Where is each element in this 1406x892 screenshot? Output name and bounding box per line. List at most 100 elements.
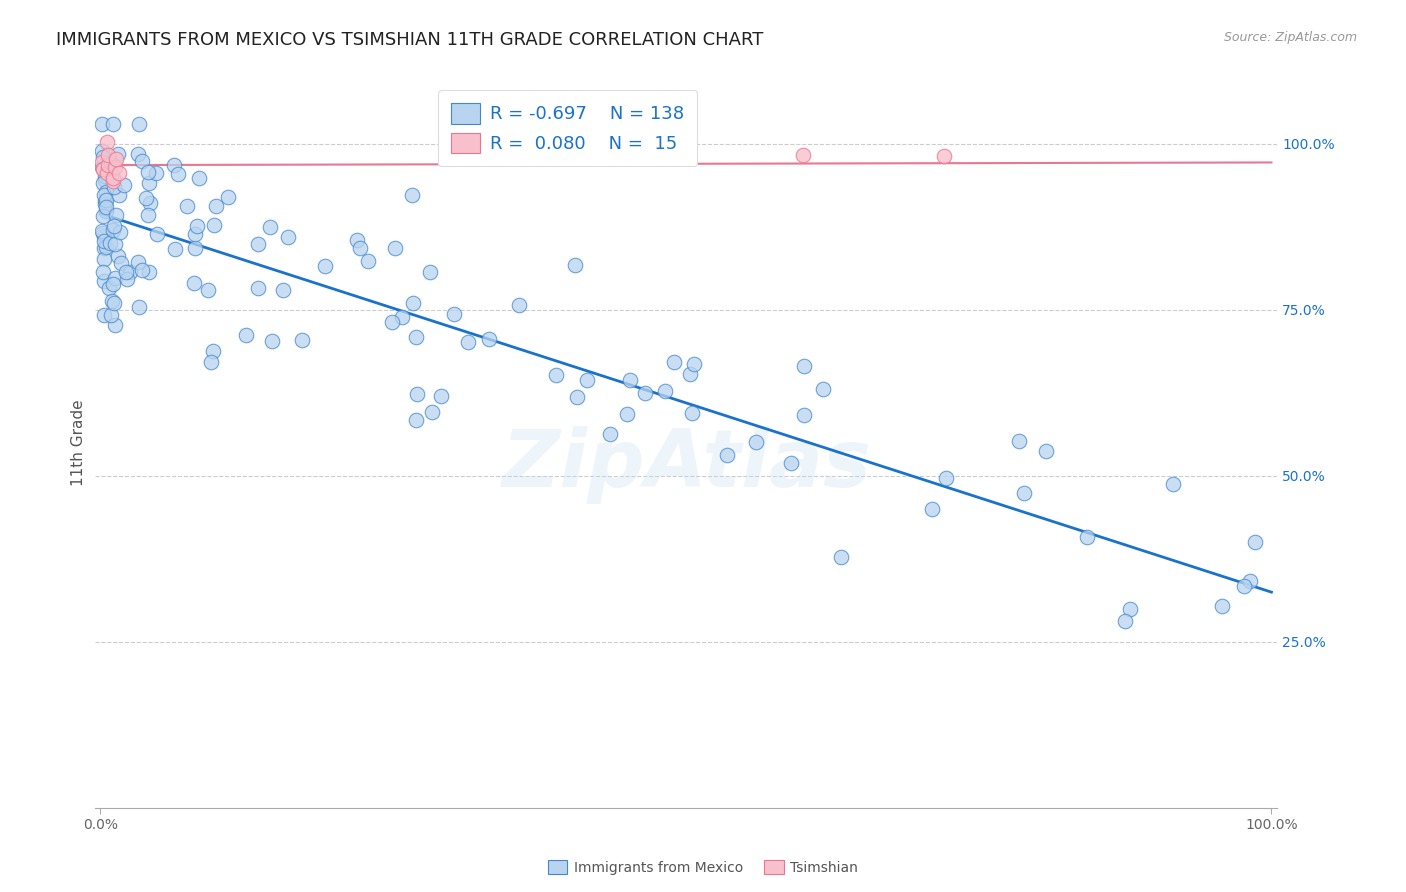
Legend: Immigrants from Mexico, Tsimshian: Immigrants from Mexico, Tsimshian (543, 855, 863, 880)
Point (94, 173, 117, 187)
Point (430, 389, 453, 403)
Point (128, 117, 150, 131)
Point (127, 147, 149, 161)
Point (93, 252, 115, 267)
Point (146, 227, 169, 241)
Point (91, 226, 114, 240)
Point (420, 405, 443, 419)
Point (793, 409, 815, 423)
Text: IMMIGRANTS FROM MEXICO VS TSIMSHIAN 11TH GRADE CORRELATION CHART: IMMIGRANTS FROM MEXICO VS TSIMSHIAN 11TH… (56, 31, 763, 49)
Point (93, 228, 115, 243)
Point (246, 237, 269, 252)
Point (97, 158, 120, 172)
Point (202, 344, 225, 359)
Text: Source: ZipAtlas.com: Source: ZipAtlas.com (1223, 31, 1357, 45)
Point (654, 384, 676, 398)
Point (94, 194, 117, 209)
Point (103, 160, 125, 174)
Point (91, 149, 114, 163)
Point (346, 233, 368, 247)
Point (271, 283, 294, 297)
Point (101, 168, 124, 182)
Point (188, 171, 211, 186)
Point (1163, 477, 1185, 491)
Point (93, 234, 115, 248)
Point (93, 162, 115, 177)
Point (91, 155, 114, 169)
Point (349, 241, 371, 255)
Point (205, 199, 228, 213)
Point (104, 271, 127, 285)
Point (136, 208, 159, 222)
Point (94, 169, 117, 183)
Point (1211, 599, 1233, 613)
Point (107, 249, 129, 263)
Point (110, 256, 132, 270)
Point (97, 148, 120, 162)
Point (1008, 434, 1031, 449)
Point (103, 219, 125, 233)
Point (792, 147, 814, 161)
Point (683, 357, 706, 371)
Point (1239, 574, 1261, 588)
Point (247, 281, 270, 295)
Point (114, 264, 136, 278)
Point (101, 117, 124, 131)
Text: ZipAtlas: ZipAtlas (501, 425, 870, 504)
Point (681, 406, 703, 420)
Point (634, 386, 657, 401)
Point (793, 359, 815, 373)
Point (664, 355, 686, 369)
Point (145, 166, 167, 180)
Point (381, 315, 404, 329)
Point (619, 373, 641, 387)
Point (564, 258, 586, 272)
Point (405, 387, 427, 401)
Point (202, 219, 225, 233)
Point (91, 117, 114, 131)
Point (176, 199, 198, 213)
Point (921, 501, 943, 516)
Point (105, 208, 128, 222)
Point (716, 448, 738, 462)
Point (131, 153, 153, 168)
Point (1114, 614, 1136, 628)
Point (103, 179, 125, 194)
Point (1035, 444, 1057, 458)
Point (183, 276, 205, 290)
Point (131, 263, 153, 277)
Point (811, 382, 834, 396)
Point (1119, 602, 1142, 616)
Point (277, 230, 299, 244)
Point (478, 332, 501, 346)
Point (260, 334, 283, 348)
Point (679, 367, 702, 381)
Point (94, 240, 117, 254)
Point (115, 272, 138, 286)
Point (108, 188, 131, 202)
Point (405, 330, 427, 344)
Point (104, 236, 127, 251)
Point (103, 170, 125, 185)
Point (90, 160, 112, 174)
Point (138, 176, 160, 190)
Point (107, 147, 129, 161)
Point (101, 293, 124, 308)
Point (401, 187, 423, 202)
Point (405, 413, 427, 427)
Point (93, 274, 115, 288)
Point (93, 209, 115, 223)
Point (104, 152, 127, 166)
Point (186, 219, 208, 233)
Point (91, 265, 114, 279)
Point (184, 227, 207, 242)
Point (138, 265, 160, 279)
Point (457, 334, 479, 349)
Y-axis label: 11th Grade: 11th Grade (72, 400, 86, 486)
Point (100, 156, 122, 170)
Point (780, 456, 803, 470)
Point (576, 373, 599, 387)
Point (184, 241, 207, 255)
Point (98, 236, 121, 251)
Point (93, 308, 115, 322)
